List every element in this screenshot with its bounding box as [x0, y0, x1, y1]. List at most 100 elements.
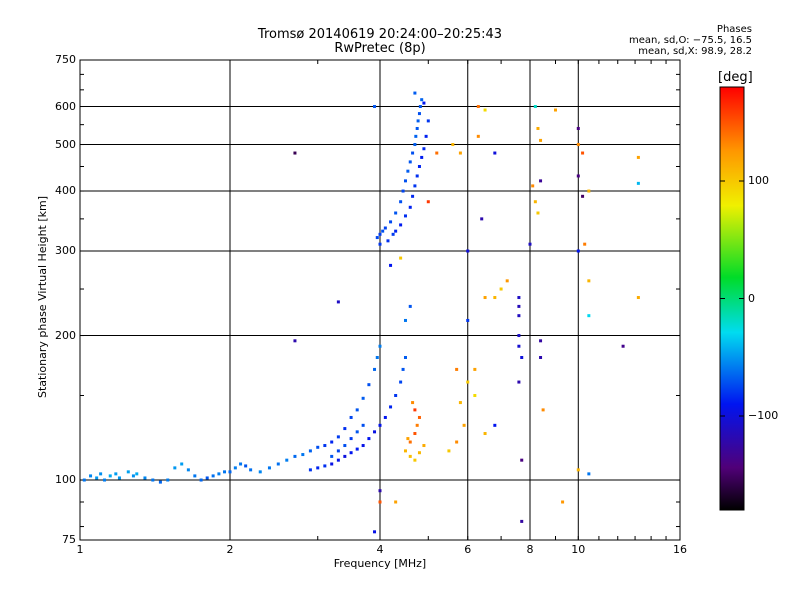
data-point [583, 242, 587, 246]
data-point [399, 200, 403, 204]
y-tick-label: 750 [55, 53, 76, 66]
data-point [420, 98, 424, 102]
data-point [336, 449, 340, 453]
data-point [391, 232, 395, 236]
data-point [267, 466, 271, 470]
data-point [576, 143, 580, 147]
data-point [636, 181, 640, 185]
data-point [539, 179, 543, 183]
data-point [239, 462, 243, 466]
data-point [108, 474, 112, 478]
data-point [389, 405, 393, 409]
data-point [517, 304, 521, 308]
data-point [394, 394, 398, 398]
data-point [422, 444, 426, 448]
data-point [493, 151, 497, 155]
colorbar-unit-label: [deg] [718, 70, 753, 85]
data-point [533, 105, 537, 109]
data-point [520, 519, 524, 523]
data-point [462, 423, 466, 427]
data-point [373, 530, 377, 534]
data-point [499, 287, 503, 291]
data-point [373, 367, 377, 371]
data-point [394, 500, 398, 504]
data-point [199, 478, 203, 482]
data-point [408, 160, 412, 164]
data-point [466, 380, 470, 384]
data-point [143, 476, 147, 480]
data-point [517, 334, 521, 338]
chart-title: Tromsø 20140619 20:24:00–20:25:43 [257, 27, 503, 42]
data-point [399, 256, 403, 260]
y-tick-label: 400 [55, 184, 76, 198]
data-point [151, 478, 155, 482]
data-point [476, 134, 480, 138]
data-point [418, 105, 422, 109]
data-point [458, 401, 462, 405]
data-point [539, 339, 543, 343]
data-point [378, 232, 382, 236]
data-point [126, 470, 130, 474]
stats-heading: Phases [716, 24, 752, 35]
data-point [355, 408, 359, 412]
data-point [451, 143, 455, 147]
data-point [415, 126, 419, 130]
data-point [336, 435, 340, 439]
data-point [411, 194, 415, 198]
x-tick-label: 10 [571, 543, 586, 556]
data-point [375, 355, 379, 359]
data-point [553, 108, 557, 112]
data-point [308, 449, 312, 453]
data-point [476, 105, 480, 109]
data-point [539, 138, 543, 142]
y-tick-label: 600 [55, 99, 76, 113]
data-point [375, 236, 379, 240]
data-point [349, 415, 353, 419]
data-point [408, 440, 412, 444]
data-point [420, 155, 424, 159]
data-point [386, 239, 390, 243]
x-tick-label: 1 [76, 543, 84, 556]
data-point [180, 462, 184, 466]
data-point [276, 462, 280, 466]
data-point [383, 415, 387, 419]
data-point [417, 451, 421, 455]
data-point [355, 430, 359, 434]
data-point [361, 444, 365, 448]
colorbar-tick-label: 100 [748, 174, 769, 187]
data-point [587, 472, 591, 476]
data-point [517, 314, 521, 318]
data-point [403, 214, 407, 218]
data-point [413, 143, 417, 147]
data-point [389, 263, 393, 267]
data-point [173, 466, 177, 470]
data-point [399, 223, 403, 227]
data-point [316, 445, 320, 449]
data-point [399, 380, 403, 384]
data-point [466, 318, 470, 322]
data-point [373, 430, 377, 434]
y-tick-label: 200 [55, 328, 76, 342]
y-tick-label: 100 [55, 473, 76, 487]
data-point [581, 194, 585, 198]
data-point [517, 380, 521, 384]
data-point [403, 318, 407, 322]
data-point [228, 470, 232, 474]
data-point [343, 444, 347, 448]
data-point [355, 447, 359, 451]
data-point [505, 279, 509, 283]
data-point [383, 226, 387, 230]
data-point [158, 480, 162, 484]
data-point [416, 119, 420, 123]
data-point [343, 454, 347, 458]
data-point [417, 112, 421, 116]
data-point [403, 449, 407, 453]
data-point [378, 344, 382, 348]
data-point [417, 164, 421, 168]
data-point [422, 147, 426, 151]
data-point [587, 279, 591, 283]
data-point [343, 427, 347, 431]
data-point [408, 304, 412, 308]
data-point [621, 344, 625, 348]
